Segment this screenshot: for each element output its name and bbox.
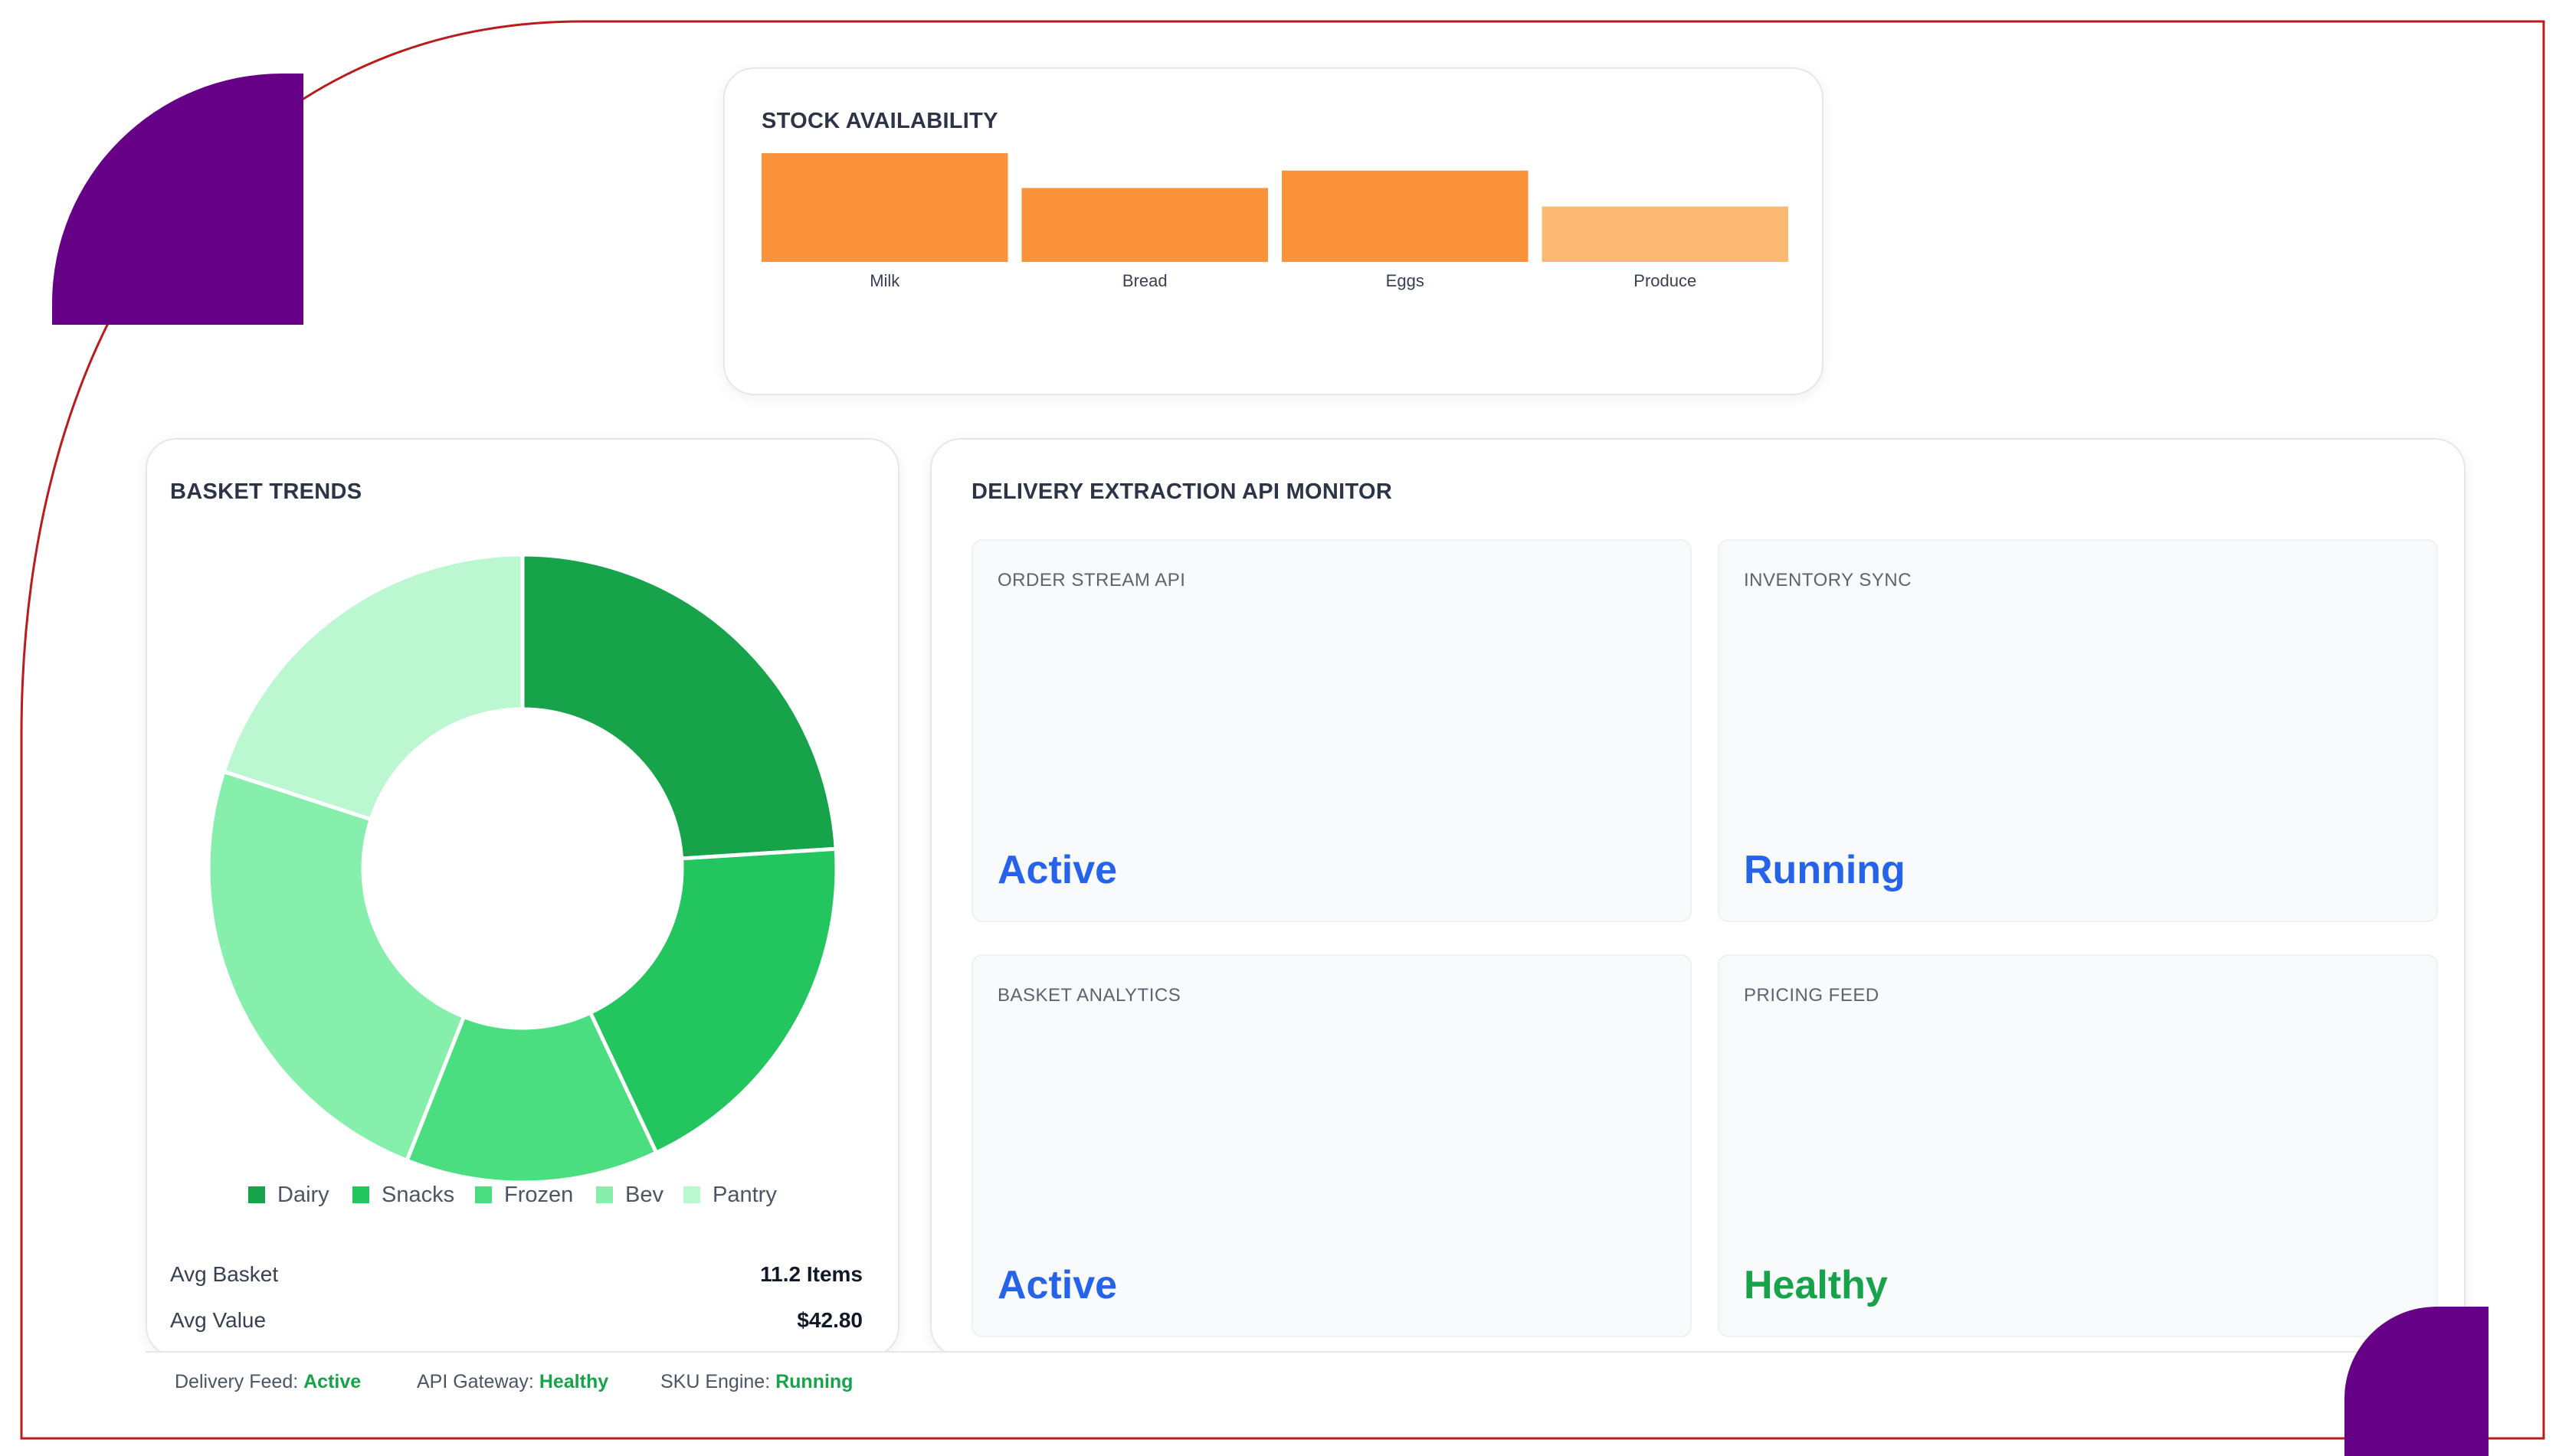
legend-label: Frozen [504,1182,574,1207]
api-tile-status: Active [998,848,1118,892]
api-tile-name: INVENTORY SYNC [1744,570,1912,591]
legend-label: Dairy [277,1182,329,1207]
footer-label: API Gateway: [417,1371,534,1392]
stat-value: 11.2 Items [760,1262,863,1286]
api-tile-name: PRICING FEED [1744,985,1879,1006]
bar-milk [762,153,1008,262]
legend-item-frozen: Frozen [475,1180,573,1210]
bar-bread [1021,188,1268,262]
donut-slice-frozen [404,1009,659,1185]
bar-label-eggs: Eggs [1386,271,1424,290]
basket-trends-title: BASKET TRENDS [170,479,362,504]
status-footer: Delivery Feed: Active API Gateway: Healt… [146,1351,2467,1412]
api-tile-name: BASKET ANALYTICS [998,985,1181,1006]
footer-item-api-gateway: API Gateway: Healthy [417,1371,608,1393]
footer-value: Running [775,1371,854,1392]
api-tile-order-stream[interactable]: ORDER STREAM API Active [972,539,1692,922]
api-tile-status: Active [998,1263,1118,1307]
api-tile-status: Healthy [1744,1263,1888,1307]
stat-value: $42.80 [797,1308,863,1332]
footer-label: SKU Engine: [660,1371,771,1392]
legend-item-snacks: Snacks [352,1180,454,1210]
legend-swatch [475,1186,492,1203]
stock-availability-title: STOCK AVAILABILITY [762,109,998,133]
stock-bar-chart: Milk Bread Eggs Produce [762,153,1788,290]
api-monitor-title: DELIVERY EXTRACTION API MONITOR [972,479,1393,504]
footer-value: Active [303,1371,362,1392]
legend-item-bev: Bev [596,1180,664,1210]
bar-label-bread: Bread [1122,271,1168,290]
footer-value: Healthy [539,1371,609,1392]
bar-eggs [1282,170,1529,262]
stat-row-avg-value: Avg Value $42.80 [170,1308,863,1333]
legend-item-dairy: Dairy [248,1180,329,1210]
legend-label: Bev [625,1182,664,1207]
legend-label: Pantry [713,1182,777,1207]
legend-item-pantry: Pantry [683,1180,777,1210]
api-tile-name: ORDER STREAM API [998,570,1186,591]
api-tile-basket-analytics[interactable]: BASKET ANALYTICS Active [972,954,1692,1337]
donut-slice-snacks [588,846,839,1156]
footer-item-delivery-feed: Delivery Feed: Active [175,1371,361,1393]
stat-row-avg-basket: Avg Basket 11.2 Items [170,1262,863,1287]
api-monitor-card: DELIVERY EXTRACTION API MONITOR ORDER ST… [930,438,2466,1357]
legend-swatch [248,1186,265,1203]
stat-label: Avg Value [170,1308,267,1332]
legend-label: Snacks [382,1182,455,1207]
basket-trends-card: BASKET TRENDS Avg Basket 11.2 Items Avg … [146,438,899,1357]
footer-label: Delivery Feed: [175,1371,299,1392]
legend-swatch [352,1186,369,1203]
bar-label-milk: Milk [870,271,900,290]
api-tile-inventory-sync[interactable]: INVENTORY SYNC Running [1718,539,2438,922]
bar-produce [1542,206,1788,262]
api-tile-status: Running [1744,848,1905,892]
footer-item-sku-engine: SKU Engine: Running [660,1371,853,1393]
legend-swatch [596,1186,613,1203]
basket-donut-chart [206,552,839,1185]
stat-label: Avg Basket [170,1262,279,1286]
stock-availability-card: STOCK AVAILABILITY Milk Bread Eggs Produce [723,67,1823,395]
donut-slice-pantry [221,552,525,822]
donut-slice-bev [206,769,467,1163]
legend-swatch [683,1186,700,1203]
donut-slice-dairy [520,552,838,861]
api-tile-pricing-feed[interactable]: PRICING FEED Healthy [1718,954,2438,1337]
bar-label-produce: Produce [1633,271,1696,290]
